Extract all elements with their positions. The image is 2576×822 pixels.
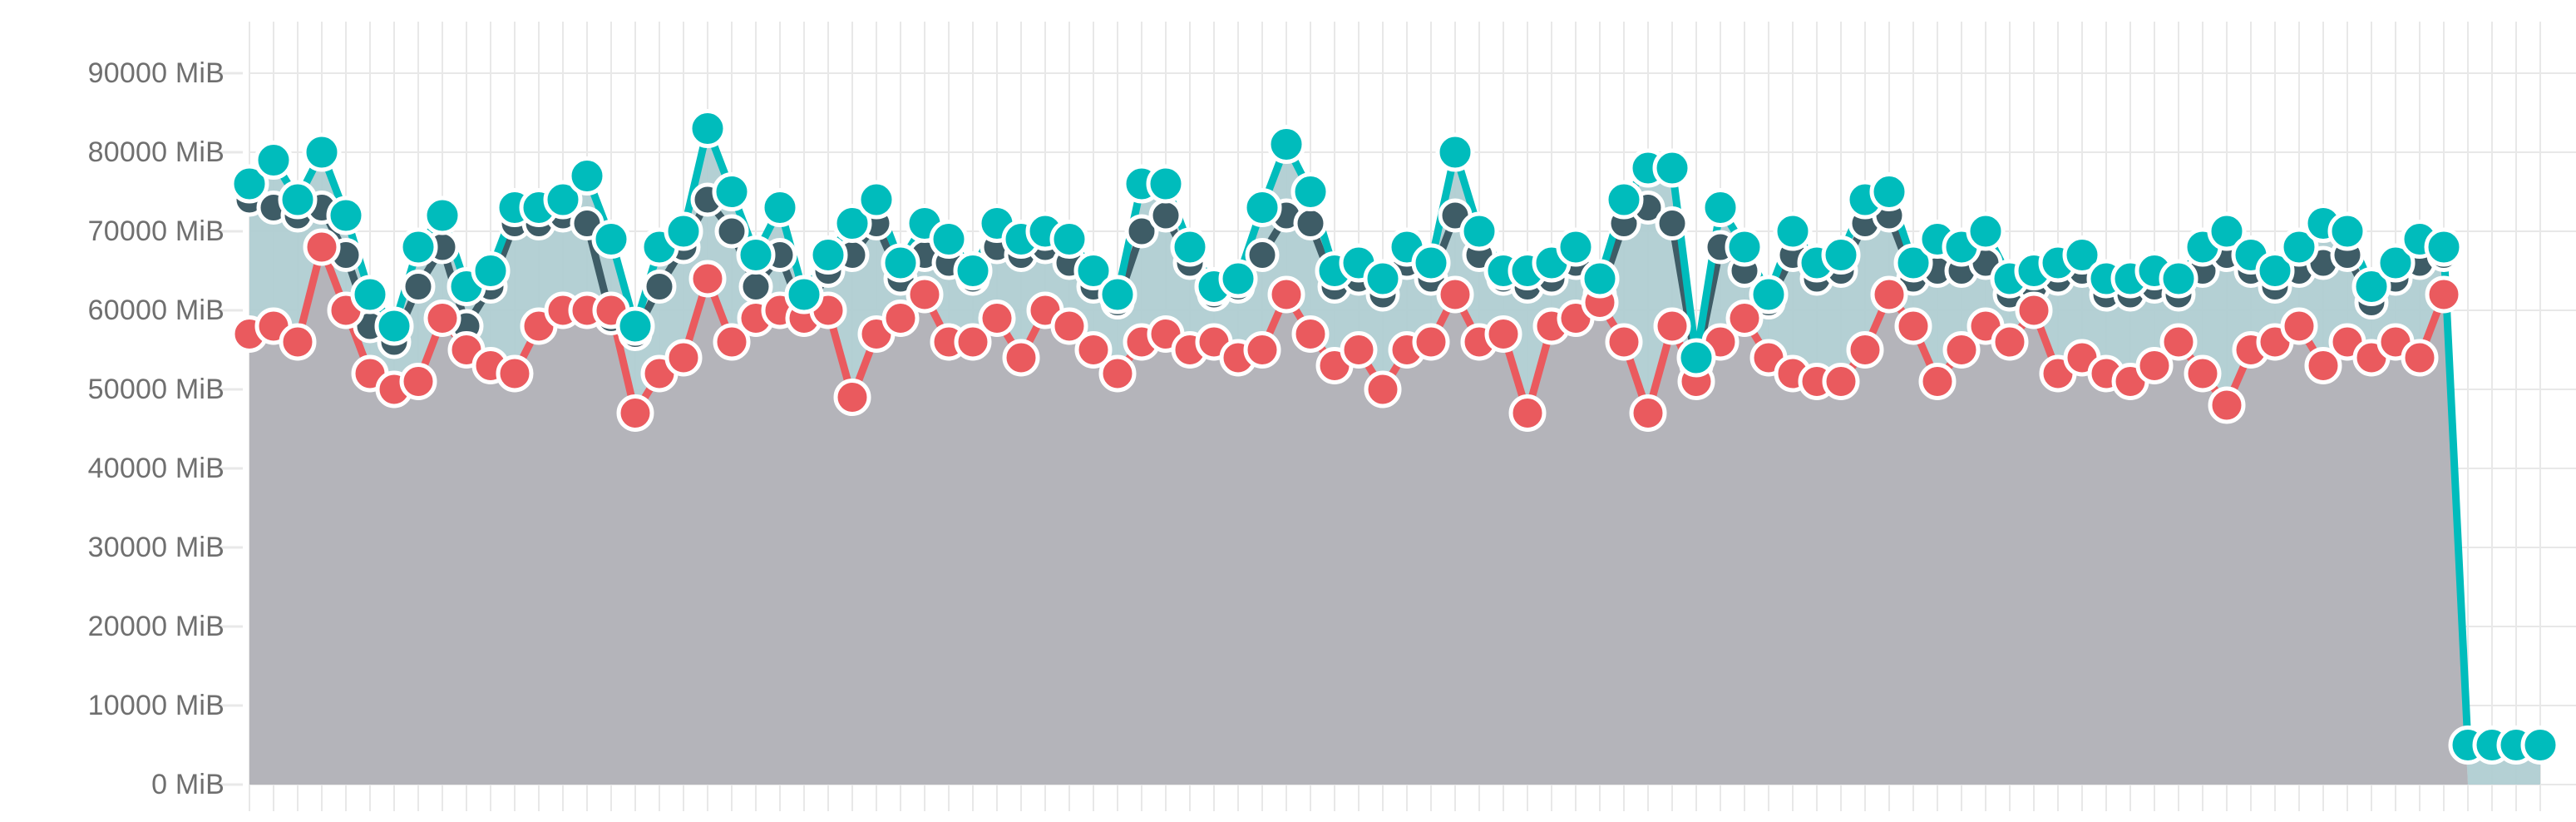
y-axis-tick-label: 20000 MiB (87, 611, 225, 642)
y-axis-tick-label: 40000 MiB (87, 453, 225, 484)
y-axis-tick-label: 70000 MiB (87, 215, 225, 247)
y-axis-tick-label: 10000 MiB (87, 690, 225, 721)
y-axis-tick-label: 30000 MiB (87, 532, 225, 563)
y-axis-tick-label: 60000 MiB (87, 295, 225, 326)
y-axis-tick-label: 90000 MiB (87, 57, 225, 89)
x-axis-ticks (249, 785, 2541, 811)
y-axis-tick-label: 80000 MiB (87, 136, 225, 168)
y-axis-tick-label: 0 MiB (151, 769, 225, 800)
y-axis-tick-label: 50000 MiB (87, 374, 225, 405)
series-markers[interactable] (229, 109, 2560, 765)
